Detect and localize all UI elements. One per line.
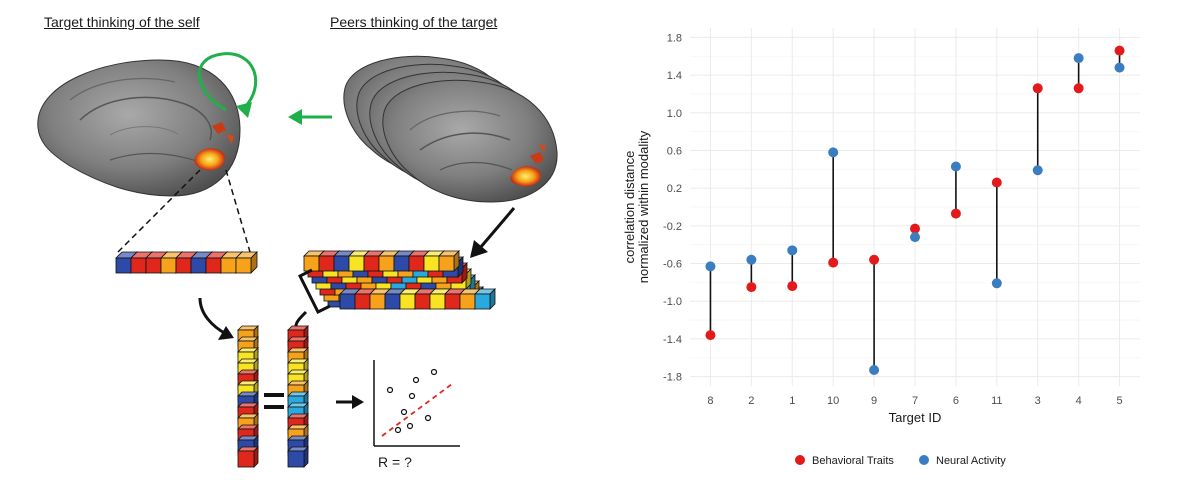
peer-brain-to-pattern-arrowhead [470,240,488,258]
y-axis-label-line-1: correlation distance [622,151,637,264]
neural-point [950,161,961,172]
peer-to-self-arrowhead [288,109,302,125]
chart-grid [690,28,1140,386]
peer-brains [343,55,558,203]
x-tick-label: 5 [1116,395,1122,407]
behavioral-point [746,282,757,293]
behavioral-point [991,177,1002,188]
y-tick-label: 1.4 [667,70,682,82]
y-tick-label: 1.0 [667,108,682,120]
dumbbell-points [705,45,1125,375]
neural-point [787,245,798,256]
behavioral-point [787,281,798,292]
self-to-column-arrowhead [218,326,234,340]
x-tick-label: 3 [1035,395,1041,407]
peer-activation [510,144,546,187]
neural-point [1032,165,1043,176]
peers-target-title: Peers thinking of the target [330,14,498,30]
x-tick-label: 7 [912,395,918,407]
correlation-label: R = ? [378,454,412,470]
column-to-scatter-arrowhead [352,395,364,409]
neural-point [869,364,880,375]
x-tick-label: 2 [748,395,754,407]
neural-point [705,261,716,272]
peer-vector-column [287,325,309,468]
y-tick-label: 0.2 [667,183,682,195]
behavioral-point [950,208,961,219]
x-tick-label: 8 [707,395,713,407]
equals-bar-bottom [264,405,284,409]
y-tick-label: -1.8 [663,372,682,384]
x-tick-label: 11 [991,395,1002,407]
y-tick-label: -1.4 [663,334,682,346]
self-loop-arrow [197,52,258,112]
peer-activity-patterns [303,250,496,310]
y-tick-label: -0.6 [663,259,682,271]
neural-point [828,147,839,158]
behavioral-point [869,254,880,265]
x-tick-label: 9 [871,395,877,407]
self-activation [194,122,234,171]
peer-brain-to-pattern-arrow [478,207,516,249]
legend-label: Behavioral Traits [812,455,894,467]
neural-point [910,232,920,243]
self-to-column-arrow [198,297,227,336]
x-tick-label: 6 [953,395,959,407]
y-tick-label: -0.2 [663,221,682,233]
y-axis-ticks: 1.8 1.4 1.0 0.6 0.2 -0.2 -0.6 -1.0 -1.4 -1.8 [663,32,682,383]
schematic [37,52,558,468]
x-axis-ticks: 8 2 1 10 9 7 6 11 3 4 5 [707,395,1122,407]
projection-line-right [225,169,251,253]
chart-legend: Behavioral Traits Neural Activity [795,455,1006,467]
legend-label: Neural Activity [936,455,1006,467]
behavioral-point [910,223,920,234]
behavioral-point [1032,83,1043,94]
x-tick-label: 10 [827,395,839,407]
mini-scatter [373,360,460,447]
self-activity-pattern [115,251,258,274]
equals-bar-top [264,393,284,397]
behavioral-point [1114,45,1125,56]
legend-swatch [795,455,805,465]
neural-point [1073,53,1084,64]
legend-swatch [919,455,929,465]
neural-point [746,254,757,265]
dumbbell-segments [709,50,1121,370]
self-loop-arrowhead [236,102,252,118]
x-tick-label: 4 [1076,395,1082,407]
neural-point [1114,62,1125,73]
peers-to-column-arrow [294,310,308,327]
self-vector-column [237,325,259,468]
y-axis-label-line-2: normalized within modality [636,130,651,283]
x-axis-label: Target ID [889,410,942,425]
neural-point [991,278,1002,289]
behavioral-point [705,330,716,341]
y-tick-label: 0.6 [667,145,682,157]
x-tick-label: 1 [789,395,795,407]
behavioral-point [1073,83,1084,94]
peer-bracket [297,268,331,315]
y-tick-label: 1.8 [667,32,682,44]
target-self-title: Target thinking of the self [44,14,200,30]
behavioral-point [828,257,839,268]
self-brain [37,59,241,197]
y-tick-label: -1.0 [663,296,682,308]
